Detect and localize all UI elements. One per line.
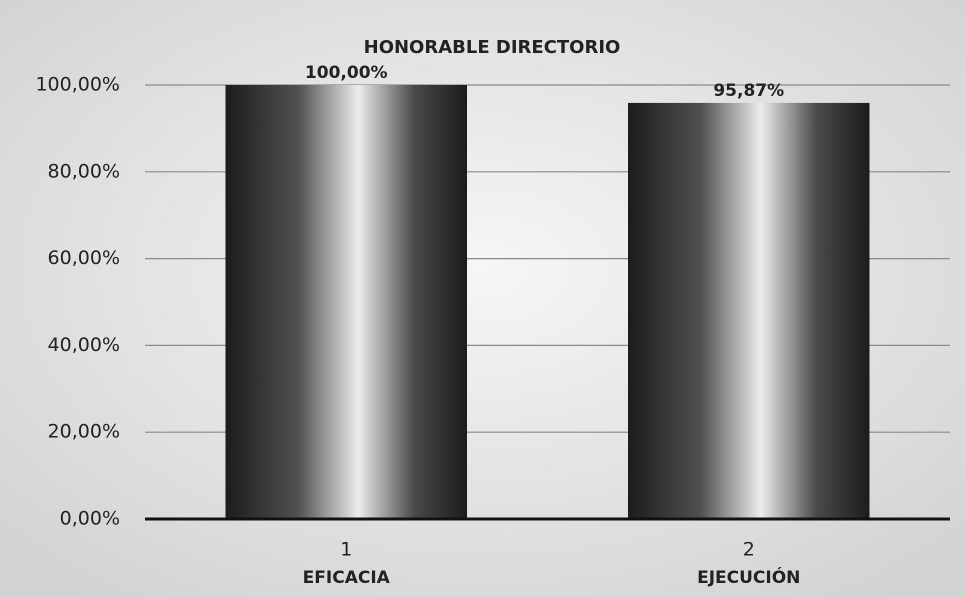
category-label: EJECUCIÓN xyxy=(697,566,800,588)
y-tick-label: 80,00% xyxy=(48,160,120,182)
category-label: EFICACIA xyxy=(303,568,391,588)
x-tick-label: 1 xyxy=(340,539,352,561)
x-tick-label: 2 xyxy=(743,539,755,561)
y-tick-label: 100,00% xyxy=(35,74,120,96)
value-label: 95,87% xyxy=(713,81,784,101)
y-tick-label: 60,00% xyxy=(48,247,120,269)
y-tick-label: 40,00% xyxy=(48,334,120,356)
value-label: 100,00% xyxy=(305,63,388,83)
y-tick-label: 20,00% xyxy=(48,421,120,443)
chart-title: HONORABLE DIRECTORIO xyxy=(364,37,621,58)
y-tick-label: 0,00% xyxy=(60,508,120,530)
bar xyxy=(225,85,467,519)
bar xyxy=(628,102,870,520)
